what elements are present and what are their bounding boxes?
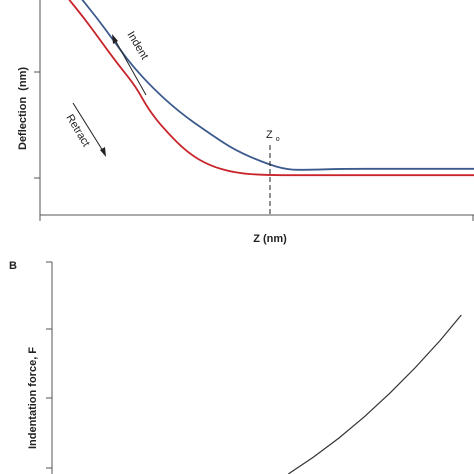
panel-b-series-group bbox=[287, 314, 462, 474]
panel-b-y-label: Indentation force, F bbox=[27, 347, 39, 449]
series-line-indent bbox=[81, 0, 474, 171]
panel-a-series-group bbox=[68, 0, 474, 177]
indent-arrowhead bbox=[112, 34, 118, 44]
panel-a-y-label-unit: (nm) bbox=[17, 67, 29, 91]
z0-label-main: Z bbox=[266, 129, 273, 141]
z0-label-sub: o bbox=[276, 136, 280, 143]
retract-arrowhead bbox=[100, 147, 106, 157]
panel-a-y-label-main: Deflection bbox=[17, 97, 29, 150]
z0-label: Z o bbox=[266, 129, 280, 143]
indent-arrow bbox=[114, 39, 147, 96]
panel-a-x-label: Z (nm) bbox=[253, 233, 287, 245]
retract-label: Retract bbox=[63, 112, 92, 149]
panel-a: Z o Indent Retract Deflection (nm) Z (nm… bbox=[17, 0, 474, 245]
panel-b: B Indentation force, F bbox=[9, 260, 462, 474]
panel-b-label: B bbox=[9, 260, 17, 272]
series-line-indentation-force bbox=[287, 314, 462, 474]
series-line-retract bbox=[68, 0, 474, 177]
indent-label: Indent bbox=[124, 29, 150, 61]
panel-a-y-label: Deflection (nm) bbox=[17, 67, 29, 150]
retract-arrow bbox=[72, 102, 104, 152]
